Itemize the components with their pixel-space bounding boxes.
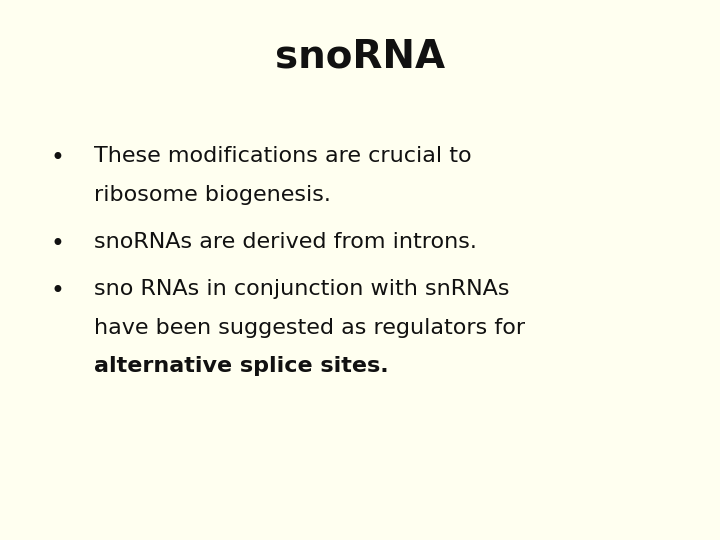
Text: sno RNAs in conjunction with snRNAs: sno RNAs in conjunction with snRNAs — [94, 279, 509, 299]
Text: These modifications are crucial to: These modifications are crucial to — [94, 146, 471, 166]
Text: snoRNA: snoRNA — [275, 38, 445, 76]
Text: snoRNAs are derived from introns.: snoRNAs are derived from introns. — [94, 232, 477, 252]
Text: have been suggested as regulators for: have been suggested as regulators for — [94, 318, 525, 338]
Text: alternative splice sites.: alternative splice sites. — [94, 356, 388, 376]
Text: •: • — [50, 279, 64, 302]
Text: ribosome biogenesis.: ribosome biogenesis. — [94, 185, 330, 205]
Text: •: • — [50, 232, 64, 255]
Text: •: • — [50, 146, 64, 170]
